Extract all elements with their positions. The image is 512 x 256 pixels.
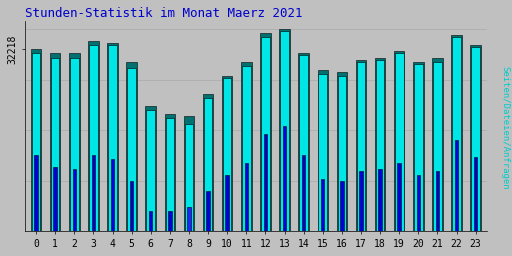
Bar [206,191,210,231]
Bar [336,72,347,231]
Bar [51,58,59,231]
Bar [242,66,250,231]
Bar [168,211,172,231]
Bar [89,45,98,231]
Bar [436,171,439,231]
Bar [50,54,60,231]
Bar [146,110,155,231]
Bar [432,58,443,231]
Bar [378,169,382,231]
Bar [185,124,193,231]
Bar [107,43,118,231]
Bar [73,169,76,231]
Bar [260,33,271,231]
Bar [452,37,461,231]
Bar [204,98,212,231]
Text: Seiten/Dateien/Anfragen: Seiten/Dateien/Anfragen [500,66,509,190]
Bar [31,49,41,231]
Bar [264,134,267,231]
Bar [53,167,57,231]
Bar [241,61,251,231]
Bar [317,70,328,231]
Bar [302,155,305,231]
Bar [359,171,362,231]
Bar [69,54,79,231]
Bar [222,76,232,231]
Bar [357,61,365,231]
Bar [111,159,114,231]
Bar [455,141,458,231]
Bar [92,155,95,231]
Bar [108,45,117,231]
Bar [88,41,99,231]
Bar [298,54,309,231]
Bar [187,207,190,231]
Bar [472,47,480,231]
Bar [145,106,156,231]
Bar [376,60,385,231]
Bar [356,60,366,231]
Bar [300,56,308,231]
Bar [321,179,325,231]
Bar [34,155,38,231]
Bar [280,31,289,231]
Bar [223,78,231,231]
Bar [474,157,477,231]
Bar [318,74,327,231]
Bar [394,51,404,231]
Bar [32,54,40,231]
Bar [414,63,422,231]
Bar [261,37,270,231]
Bar [471,45,481,231]
Bar [203,94,214,231]
Bar [225,175,229,231]
Text: Stunden-Statistik im Monat Maerz 2021: Stunden-Statistik im Monat Maerz 2021 [25,7,302,20]
Bar [245,163,248,231]
Bar [433,61,442,231]
Bar [130,181,133,231]
Bar [375,58,386,231]
Bar [397,163,401,231]
Bar [395,54,403,231]
Bar [184,116,194,231]
Bar [451,35,462,231]
Bar [417,175,420,231]
Bar [70,58,78,231]
Bar [283,126,286,231]
Bar [337,76,346,231]
Bar [340,181,344,231]
Bar [279,29,290,231]
Bar [126,61,137,231]
Bar [413,61,423,231]
Bar [165,118,174,231]
Bar [127,68,136,231]
Bar [164,114,175,231]
Bar [149,211,153,231]
